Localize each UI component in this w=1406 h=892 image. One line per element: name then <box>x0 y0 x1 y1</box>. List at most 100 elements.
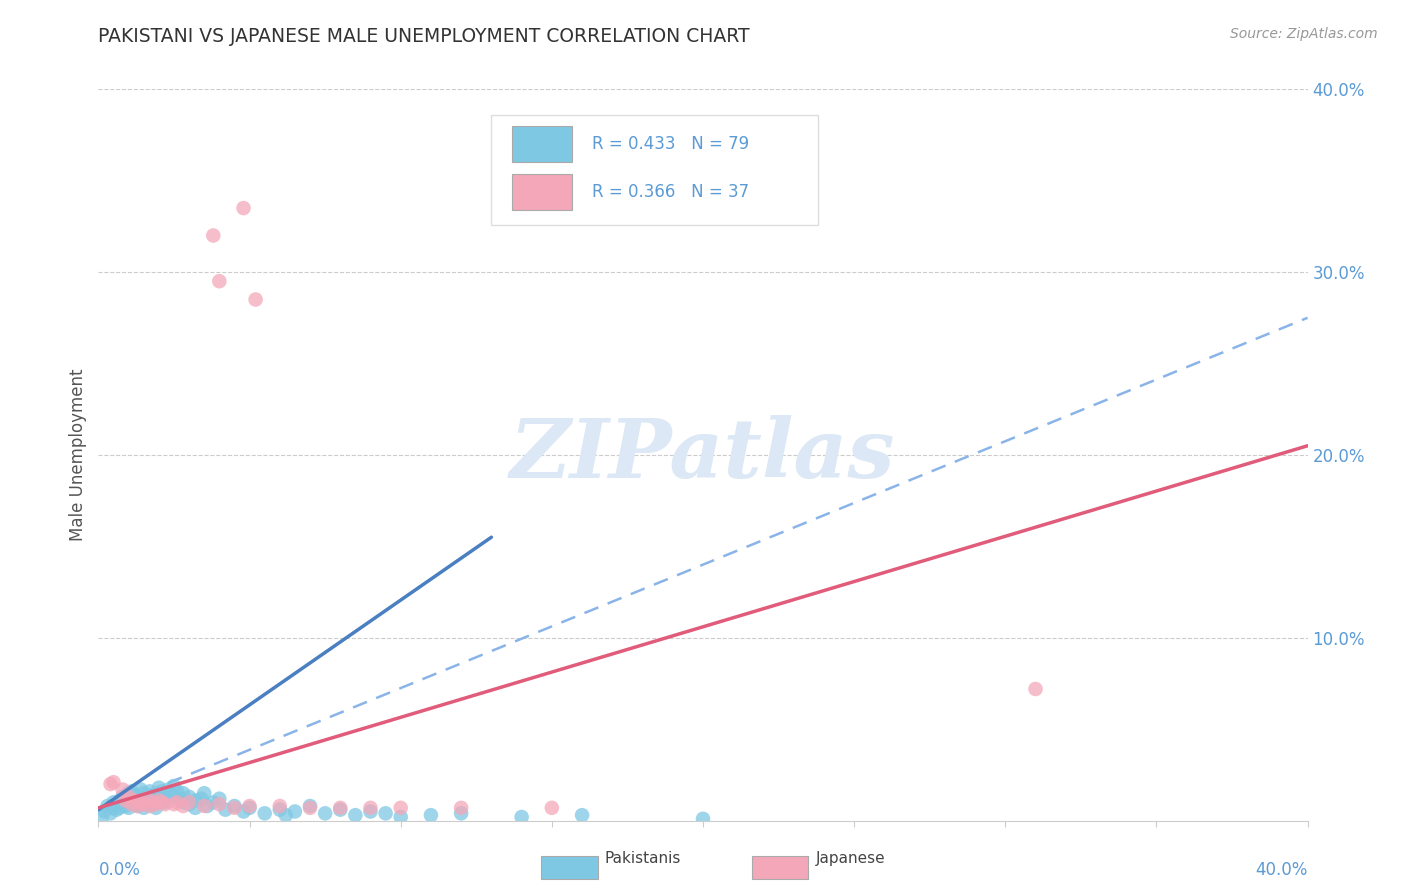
FancyBboxPatch shape <box>512 126 572 162</box>
Point <box>153 796 176 810</box>
Point <box>314 806 336 821</box>
Point <box>135 797 157 812</box>
Text: ZIPatlas: ZIPatlas <box>510 415 896 495</box>
Point <box>103 796 125 810</box>
Point <box>105 797 128 812</box>
Point <box>118 801 141 815</box>
Point <box>269 803 291 817</box>
Point <box>329 801 352 815</box>
Point <box>108 801 131 815</box>
Point <box>177 796 201 810</box>
Point <box>214 803 236 817</box>
Point <box>299 801 322 815</box>
Point <box>132 797 155 812</box>
Point <box>360 805 382 819</box>
Point <box>692 812 714 826</box>
Point <box>139 791 162 805</box>
Point <box>114 793 136 807</box>
Point <box>202 796 225 810</box>
Point <box>193 786 215 800</box>
Point <box>239 799 262 814</box>
Point <box>224 801 246 815</box>
Point <box>169 791 191 805</box>
Point <box>232 805 254 819</box>
Point <box>103 775 125 789</box>
Point <box>129 796 152 810</box>
Point <box>329 803 352 817</box>
Point <box>389 801 412 815</box>
Point <box>142 797 165 812</box>
Point <box>150 796 173 810</box>
Point <box>419 808 441 822</box>
Point <box>208 791 231 805</box>
Point <box>177 789 201 804</box>
Point <box>150 784 173 798</box>
Point <box>118 786 141 800</box>
Point <box>172 796 194 810</box>
Text: Source: ZipAtlas.com: Source: ZipAtlas.com <box>1230 27 1378 41</box>
Point <box>148 780 170 795</box>
Point <box>163 789 186 804</box>
Point <box>100 806 122 821</box>
Point <box>166 784 188 798</box>
Point <box>114 799 136 814</box>
Point <box>132 786 155 800</box>
Point <box>208 274 231 288</box>
Point <box>389 810 412 824</box>
Point <box>450 801 472 815</box>
Point <box>284 805 307 819</box>
Point <box>121 797 143 812</box>
Text: R = 0.366   N = 37: R = 0.366 N = 37 <box>592 183 749 202</box>
Point <box>163 797 186 812</box>
Point <box>269 799 291 814</box>
Point <box>127 799 149 814</box>
Point <box>160 786 183 800</box>
Point <box>1024 681 1046 696</box>
Point <box>177 797 201 812</box>
Text: 0.0%: 0.0% <box>98 861 141 879</box>
Point <box>111 789 134 804</box>
Y-axis label: Male Unemployment: Male Unemployment <box>69 368 87 541</box>
Point <box>510 810 533 824</box>
Point <box>184 793 207 807</box>
Point <box>127 799 149 814</box>
Point <box>374 806 396 821</box>
Point <box>172 799 194 814</box>
Point <box>344 808 367 822</box>
Point <box>121 791 143 805</box>
Point <box>202 228 225 243</box>
Point <box>124 788 146 802</box>
Point <box>100 777 122 791</box>
Point <box>208 797 231 812</box>
Point <box>145 793 167 807</box>
Text: 40.0%: 40.0% <box>1256 861 1308 879</box>
Point <box>132 801 155 815</box>
Point <box>299 799 322 814</box>
Point <box>450 806 472 821</box>
Point <box>232 201 254 215</box>
Point <box>156 782 179 797</box>
Point <box>118 789 141 804</box>
Point <box>184 801 207 815</box>
Point <box>153 788 176 802</box>
Point <box>108 793 131 807</box>
Point <box>148 789 170 804</box>
Point <box>142 788 165 802</box>
Point <box>90 812 112 826</box>
Point <box>172 786 194 800</box>
FancyBboxPatch shape <box>512 174 572 211</box>
Point <box>135 789 157 804</box>
Point <box>105 803 128 817</box>
Point <box>571 808 593 822</box>
Point <box>111 797 134 812</box>
Point <box>139 784 162 798</box>
Point <box>127 789 149 804</box>
Text: Japanese: Japanese <box>815 852 886 866</box>
Point <box>150 793 173 807</box>
Point <box>190 791 212 805</box>
Point <box>540 801 562 815</box>
Text: R = 0.433   N = 79: R = 0.433 N = 79 <box>592 135 749 153</box>
Point <box>103 801 125 815</box>
Point <box>129 782 152 797</box>
Point <box>139 799 162 814</box>
